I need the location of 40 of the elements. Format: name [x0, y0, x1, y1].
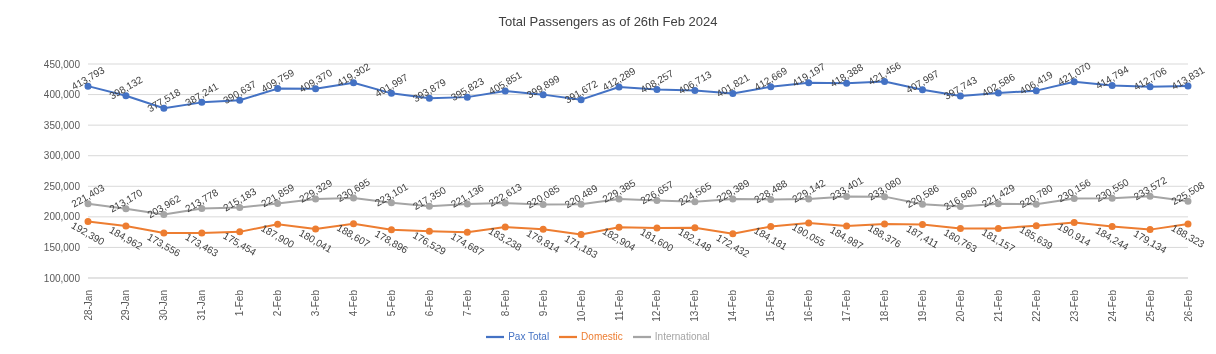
y-tick-label: 400,000 [43, 89, 81, 101]
x-tick-label: 12-Feb [651, 289, 663, 322]
legend-label: International [654, 330, 710, 342]
x-tick-label: 20-Feb [954, 289, 966, 322]
y-tick-label: 150,000 [43, 241, 81, 253]
x-tick-label: 24-Feb [1106, 289, 1118, 322]
x-tick-label: 3-Feb [310, 289, 322, 317]
x-tick-label: 17-Feb [841, 289, 853, 322]
y-tick-label: 200,000 [43, 211, 81, 223]
x-tick-label: 8-Feb [499, 289, 511, 317]
x-tick-label: 26-Feb [1182, 289, 1194, 322]
x-tick-label: 28-Jan [82, 290, 94, 321]
x-tick-label: 9-Feb [537, 289, 549, 317]
x-tick-label: 15-Feb [765, 289, 777, 322]
chart-title: Total Passengers as of 26th Feb 2024 [497, 13, 719, 31]
x-tick-label: 10-Feb [575, 289, 587, 322]
x-tick-label: 21-Feb [992, 289, 1004, 322]
x-tick-label: 7-Feb [461, 289, 473, 317]
legend-label: Pax Total [508, 330, 550, 342]
x-tick-label: 30-Jan [158, 290, 170, 321]
x-tick-label: 2-Feb [272, 289, 284, 317]
legend-label: Domestic [581, 330, 623, 342]
x-tick-label: 13-Feb [689, 289, 701, 322]
x-tick-label: 1-Feb [234, 289, 246, 317]
x-tick-label: 29-Jan [120, 290, 132, 321]
y-tick-label: 100,000 [43, 272, 81, 284]
x-tick-label: 19-Feb [916, 289, 928, 322]
x-tick-label: 31-Jan [196, 290, 208, 321]
x-tick-label: 5-Feb [385, 289, 397, 317]
x-tick-label: 6-Feb [423, 289, 435, 317]
y-tick-label: 300,000 [43, 150, 81, 162]
x-tick-label: 4-Feb [348, 289, 360, 317]
x-tick-label: 11-Feb [613, 289, 625, 321]
x-tick-label: 25-Feb [1144, 289, 1156, 322]
x-tick-label: 16-Feb [803, 289, 815, 322]
x-tick-label: 22-Feb [1030, 289, 1042, 322]
x-tick-label: 18-Feb [879, 289, 891, 322]
x-tick-label: 14-Feb [727, 289, 739, 322]
x-tick-label: 23-Feb [1068, 289, 1080, 322]
y-tick-label: 350,000 [43, 119, 81, 131]
